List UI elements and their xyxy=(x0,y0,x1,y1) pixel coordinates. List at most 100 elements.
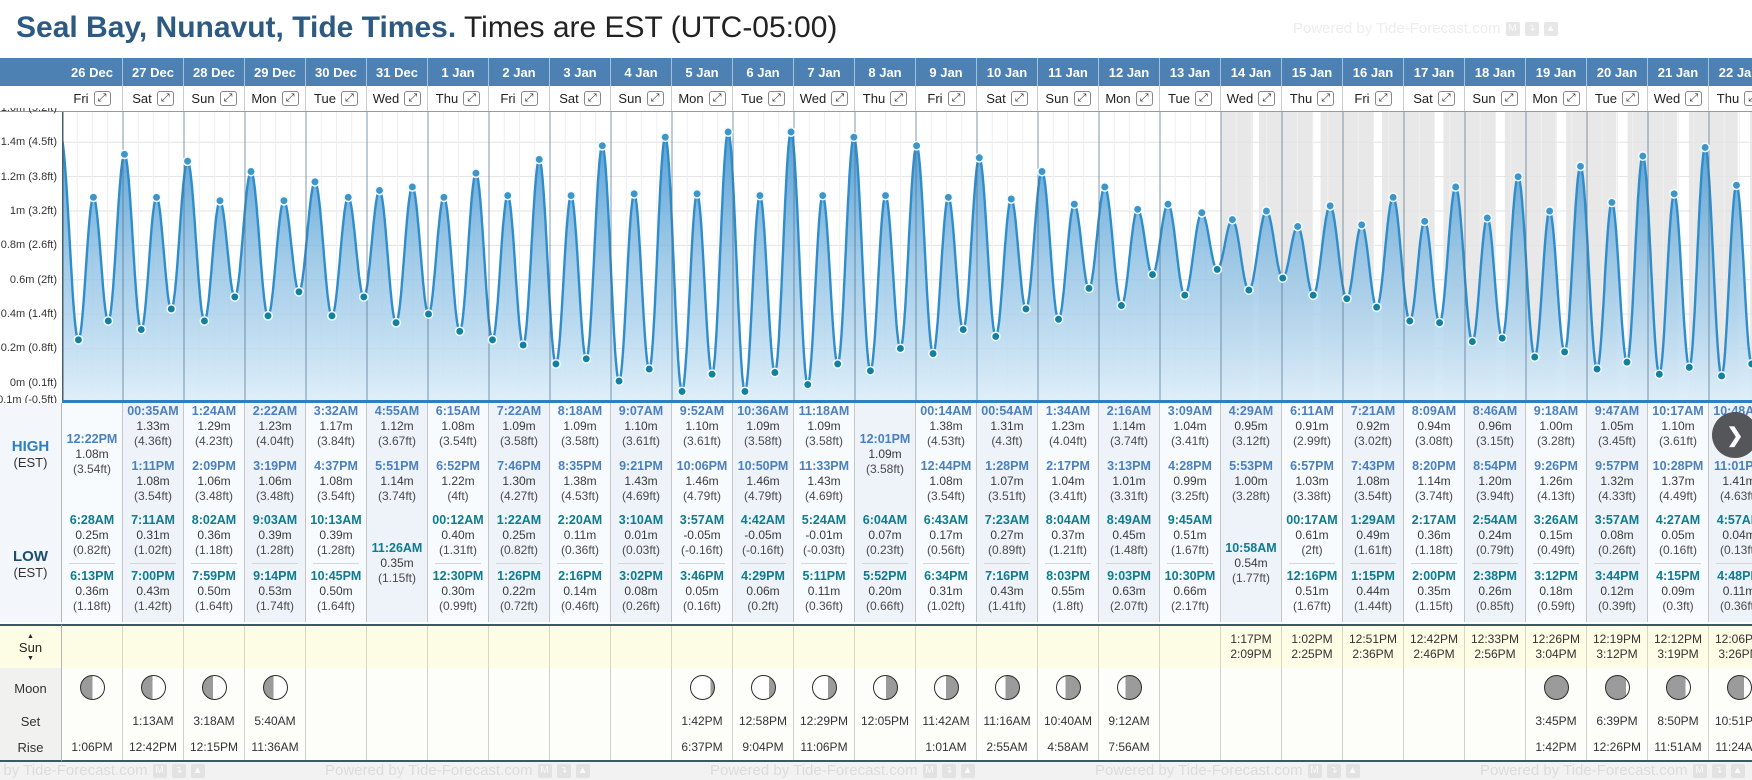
low-tide-height-m: -0.05m xyxy=(744,528,782,542)
low-tide-height-ft: (-0.03ft) xyxy=(802,543,845,557)
expand-day-button[interactable]: ⤢ xyxy=(404,91,422,106)
expand-day-button[interactable]: ⤢ xyxy=(1621,91,1639,106)
low-tide-height-ft: (1.77ft) xyxy=(1231,571,1270,585)
low-tide-entry: 2:17AM 0.36m (1.18ft) xyxy=(1412,513,1456,558)
low-tide-height-m: 0.08m xyxy=(1600,528,1634,542)
high-tide-height-m: 1.37m xyxy=(1661,474,1695,488)
expand-day-button[interactable]: ⤢ xyxy=(708,91,726,106)
high-tide-time: 11:18AM xyxy=(798,404,850,418)
moonset-time: 5:40AM xyxy=(254,714,296,728)
expand-day-button[interactable]: ⤢ xyxy=(340,91,358,106)
low-tide-cell: 00:12AM 0.40m (1.31ft) 12:30PM 0.30m (0.99ft) xyxy=(428,505,489,622)
low-tide-cell: 10:58AM 0.54m (1.77ft) xyxy=(1221,505,1282,622)
expand-day-button[interactable]: ⤢ xyxy=(831,91,849,106)
date-header-cell: 28 Dec xyxy=(184,58,245,86)
day-of-week-text: Sat xyxy=(1413,91,1433,106)
expand-day-button[interactable]: ⤢ xyxy=(646,91,664,106)
low-tide-cell: 7:23AM 0.27m (0.89ft) 7:16PM 0.43m (1.41ft) xyxy=(977,505,1038,622)
expand-day-button[interactable]: ⤢ xyxy=(890,91,908,106)
high-tide-height-m: 1.00m xyxy=(1539,419,1573,433)
low-tide-height-m: 0.24m xyxy=(1478,528,1512,542)
high-tide-cell: 9:52AM 1.10m (3.61ft) 10:06PM 1.46m (4.79ft) xyxy=(672,403,733,505)
sunset-time: 2:09PM xyxy=(1230,647,1272,661)
high-tide-cell: 7:21AM 0.92m (3.02ft) 7:43PM 1.08m (3.54ft) xyxy=(1343,403,1404,505)
high-tide-time: 9:21PM xyxy=(619,459,663,473)
high-tide-height-ft: (3.02ft) xyxy=(1353,434,1392,448)
low-tide-entry: 8:02AM 0.36m (1.18ft) xyxy=(192,513,236,558)
high-tide-time: 8:46AM xyxy=(1472,404,1518,418)
date-header-cell: 13 Jan xyxy=(1160,58,1221,86)
low-tide-entry: 3:57AM -0.05m (-0.16ft) xyxy=(680,513,724,558)
day-of-week-text: Thu xyxy=(862,91,886,106)
expand-day-button[interactable]: ⤢ xyxy=(520,91,538,106)
high-tide-height-ft: (3.51ft) xyxy=(987,489,1026,503)
low-tide-cell: 2:17AM 0.36m (1.18ft) 2:00PM 0.35m (1.15ft) xyxy=(1404,505,1465,622)
expand-day-button[interactable]: ⤢ xyxy=(1135,91,1153,106)
moon-phase-icon xyxy=(1116,675,1142,700)
expand-day-button[interactable]: ⤢ xyxy=(1317,91,1335,106)
expand-day-button[interactable]: ⤢ xyxy=(947,91,965,106)
low-tide-cell: 4:42AM -0.05m (-0.16ft) 4:29PM 0.06m (0.2ft) xyxy=(733,505,794,622)
moon-cell xyxy=(428,668,489,760)
high-tide-entry: 00:14AM 1.38m (4.53ft) xyxy=(920,404,971,449)
high-tide-height-m: 1.14m xyxy=(1112,419,1146,433)
moonrise-time: 11:36AM xyxy=(251,740,299,754)
high-tide-height-m: 1.06m xyxy=(197,474,231,488)
date-header-cell: 7 Jan xyxy=(794,58,855,86)
low-label-text: LOW xyxy=(13,547,48,565)
day-of-week-text: Mon xyxy=(251,91,277,106)
expand-day-button[interactable]: ⤢ xyxy=(1685,91,1703,106)
expand-day-button[interactable]: ⤢ xyxy=(1500,91,1518,106)
high-tide-time: 9:07AM xyxy=(618,404,664,418)
expand-day-button[interactable]: ⤢ xyxy=(281,91,299,106)
expand-day-button[interactable]: ⤢ xyxy=(463,91,481,106)
moonrise-time: 7:56AM xyxy=(1108,740,1150,754)
high-tide-height-m: 1.14m xyxy=(1417,474,1451,488)
expand-day-button[interactable]: ⤢ xyxy=(1744,91,1752,106)
low-tide-height-m: 0.44m xyxy=(1356,584,1390,598)
expand-day-button[interactable]: ⤢ xyxy=(767,91,785,106)
date-header-cell: 11 Jan xyxy=(1038,58,1099,86)
low-tide-cell: 6:04AM 0.07m (0.23ft) 5:52PM 0.20m (0.66ft) xyxy=(855,505,916,622)
high-tide-dot xyxy=(438,192,449,203)
low-tide-entry: 6:43AM 0.17m (0.56ft) xyxy=(924,513,968,558)
high-label-timezone: (EST) xyxy=(13,455,48,470)
low-tide-height-m: 0.20m xyxy=(868,584,902,598)
watermark-logo-icon: M xyxy=(152,763,167,778)
high-tide-cell: 9:47AM 1.05m (3.45ft) 9:57PM 1.32m (4.33ft) xyxy=(1587,403,1648,505)
moon-cell: 11:42AM 1:01AM xyxy=(916,668,977,760)
day-of-week-text: Thu xyxy=(1716,91,1740,106)
sun-times-cell xyxy=(123,626,184,668)
watermark-text: Powered by Tide-Forecast.com xyxy=(1480,762,1688,779)
expand-day-button[interactable]: ⤢ xyxy=(1194,91,1212,106)
low-tide-dot xyxy=(895,343,906,354)
low-tide-time: 00:17AM xyxy=(1286,513,1338,527)
expand-day-button[interactable]: ⤢ xyxy=(219,91,237,106)
sunset-time: 2:56PM xyxy=(1474,647,1516,661)
low-tide-time: 2:20AM xyxy=(557,513,603,527)
expand-day-button[interactable]: ⤢ xyxy=(1437,91,1455,106)
day-of-week-cell: Tue ⤢ xyxy=(733,86,794,111)
expand-day-button[interactable]: ⤢ xyxy=(1258,91,1276,106)
high-tide-dot xyxy=(278,195,289,206)
expand-day-button[interactable]: ⤢ xyxy=(156,91,174,106)
next-period-button[interactable]: ❯ xyxy=(1712,412,1752,458)
expand-day-button[interactable]: ⤢ xyxy=(583,91,601,106)
expand-day-button[interactable]: ⤢ xyxy=(1010,91,1028,106)
expand-day-button[interactable]: ⤢ xyxy=(1073,91,1091,106)
high-tide-height-m: 1.08m xyxy=(75,446,109,461)
sun-times-cell xyxy=(977,626,1038,668)
low-tide-dot xyxy=(454,326,465,337)
moon-phase-icon xyxy=(262,675,288,700)
moonset-time: 10:40AM xyxy=(1043,714,1093,728)
moon-cell: 8:50PM 11:51AM xyxy=(1648,668,1709,760)
low-tide-cell: 00:17AM 0.61m (2ft) 12:16PM 0.51m (1.67ft) xyxy=(1282,505,1343,622)
expand-day-button[interactable]: ⤢ xyxy=(1374,91,1392,106)
expand-day-button[interactable]: ⤢ xyxy=(93,91,111,106)
sunrise-arrow-icon: ▲ xyxy=(27,632,34,640)
expand-day-button[interactable]: ⤢ xyxy=(1562,91,1580,106)
high-tide-entry: 3:13PM 1.01m (3.31ft) xyxy=(1107,459,1151,504)
low-tide-time: 1:15PM xyxy=(1351,569,1395,583)
sunrise-time: 12:42PM xyxy=(1409,632,1459,646)
